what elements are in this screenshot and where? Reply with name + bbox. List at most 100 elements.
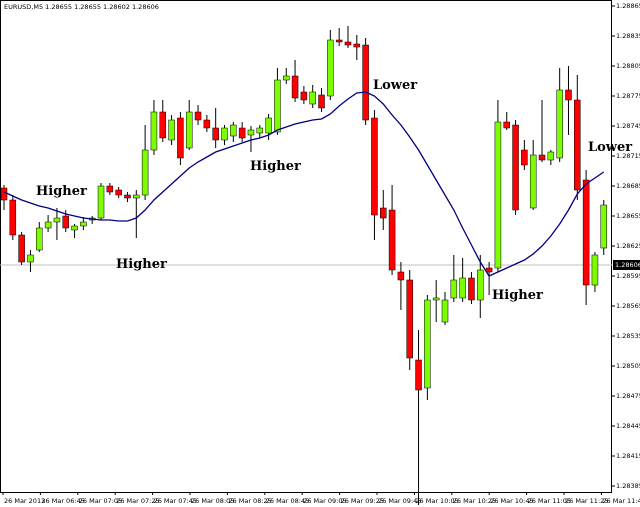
y-tick-label: 1.28625: [616, 242, 640, 250]
x-tick-label: 26 Mar 10:45: [490, 497, 533, 505]
candle-body: [424, 299, 431, 389]
candle-body: [494, 121, 502, 269]
candle-body: [265, 117, 272, 134]
x-tick-label: 26 Mar 07:05: [79, 497, 122, 505]
candle-body: [318, 94, 325, 109]
candle-body: [538, 154, 546, 161]
y-tick-label: 1.28715: [616, 152, 640, 160]
y-tick-label: 1.28595: [616, 272, 640, 280]
candle-body: [44, 221, 52, 229]
candle-body: [468, 277, 475, 301]
candle-body: [133, 194, 140, 199]
candle-body: [521, 149, 528, 166]
y-tick-label: 1.28685: [616, 182, 640, 190]
candle-body: [159, 111, 167, 139]
y-tick-label: 1.28835: [616, 32, 640, 40]
candle-body: [97, 185, 105, 219]
x-tick-label: 26 Mar 08:25: [228, 497, 271, 505]
candle-body: [353, 43, 361, 48]
candle-body: [291, 75, 299, 99]
x-tick-label: 26 Mar 11:25: [565, 497, 608, 505]
candle-body: [36, 227, 43, 251]
candle-body: [485, 267, 493, 273]
x-tick-label: 26 Mar 08:05: [191, 497, 234, 505]
candle-body: [80, 221, 87, 227]
x-tick-label: 26 Mar 10:25: [453, 497, 496, 505]
candle-body: [150, 111, 158, 151]
x-tick-label: 26 Mar 09:05: [303, 497, 346, 505]
candle-body: [177, 117, 184, 159]
candle-body: [406, 279, 413, 359]
annotation: Higher: [116, 257, 167, 272]
annotation: Lower: [373, 78, 417, 93]
candle-body: [380, 207, 387, 219]
candle-body: [309, 91, 316, 105]
y-tick-label: 1.28505: [616, 362, 640, 370]
y-tick-label: 1.28415: [616, 452, 640, 460]
candle-body: [53, 217, 61, 223]
annotation: Higher: [250, 159, 301, 174]
y-tick-label: 1.28775: [616, 92, 640, 100]
y-tick-label: 1.28565: [616, 302, 640, 310]
candle-body: [362, 44, 369, 121]
candle-body: [371, 117, 378, 216]
candle-body: [282, 75, 290, 81]
candle-body: [9, 199, 17, 236]
y-tick-label: 1.28805: [616, 62, 640, 70]
candle-body: [62, 215, 69, 229]
candle-body: [238, 127, 246, 139]
candle-body: [574, 99, 581, 191]
candle-body: [115, 189, 122, 196]
annotation: Higher: [492, 288, 543, 303]
y-tick-label: 1.28475: [616, 392, 640, 400]
candle-body: [194, 111, 202, 121]
candle-body: [18, 234, 25, 263]
x-tick-label: 26 Mar 09:45: [378, 497, 421, 505]
candle-body: [388, 209, 396, 271]
y-tick-label: 1.28745: [616, 122, 640, 130]
candle-body: [344, 41, 352, 46]
x-tick-label: 26 Mar 11:45: [602, 497, 640, 505]
candle-body: [335, 39, 343, 43]
candle-body: [141, 149, 149, 196]
candle-body: [450, 279, 458, 299]
y-tick-label: 1.28385: [616, 482, 640, 490]
candle-body: [432, 297, 440, 301]
plot-frame: [0, 0, 612, 493]
candle-body: [230, 124, 237, 137]
moving-average: [3, 91, 605, 277]
candle-body: [441, 299, 449, 323]
last-price-label: 1.28606: [615, 261, 640, 269]
last-price-box: [613, 260, 640, 270]
candle-body: [0, 187, 8, 201]
annotation: Higher: [36, 184, 87, 199]
candle-body: [415, 359, 422, 391]
x-tick-label: 26 Mar 10:05: [415, 497, 458, 505]
candle-body: [556, 89, 563, 159]
candle-body: [124, 194, 131, 199]
annotation: Lower: [588, 140, 632, 155]
candle-body: [512, 124, 519, 211]
candle-body: [203, 119, 211, 129]
candle-body: [247, 129, 255, 136]
candle-body: [327, 39, 334, 97]
candle-body: [274, 79, 281, 133]
candle-body: [27, 254, 34, 263]
x-tick-label: 26 Mar 07:45: [154, 497, 197, 505]
y-tick-label: 1.28865: [616, 2, 640, 10]
x-tick-label: 26 Mar 11:05: [528, 497, 571, 505]
candle-body: [600, 204, 608, 249]
candle-body: [185, 111, 193, 149]
candle-body: [106, 185, 114, 193]
x-tick-label: 26 Mar 09:25: [341, 497, 384, 505]
candle-body: [168, 119, 175, 141]
x-tick-label: 26 Mar 08:45: [266, 497, 309, 505]
candle-body: [529, 154, 537, 209]
candle-body: [547, 151, 555, 161]
candle-body: [582, 179, 590, 286]
candle-body: [503, 121, 510, 129]
candle-body: [71, 225, 78, 231]
x-tick-label: 26 Mar 06:45: [41, 497, 84, 505]
candle-body: [591, 254, 599, 286]
